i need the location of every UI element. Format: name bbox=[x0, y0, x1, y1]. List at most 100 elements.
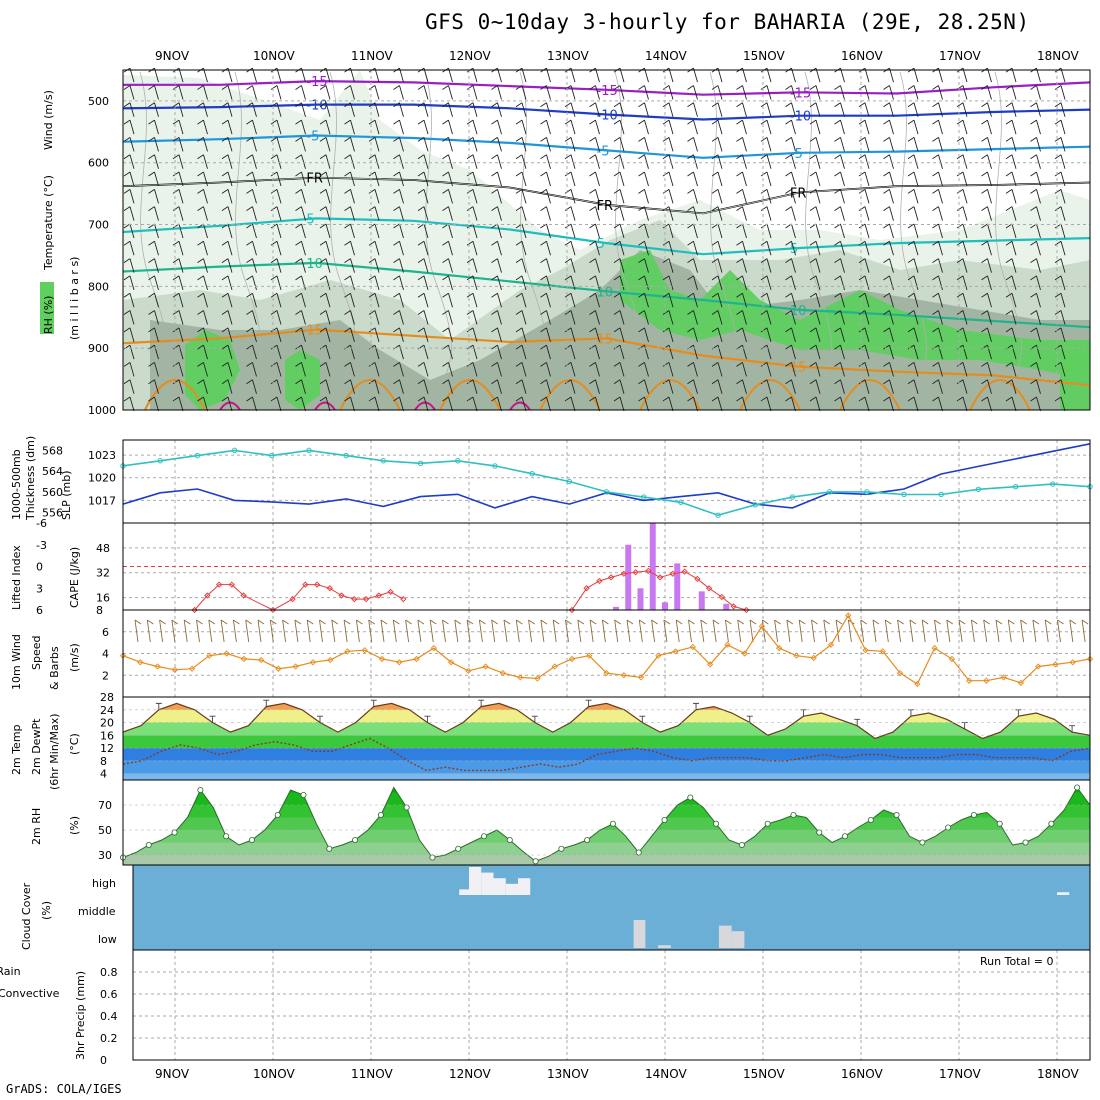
rh-point bbox=[687, 794, 694, 801]
wind-barb bbox=[148, 396, 159, 412]
wind-barb bbox=[564, 275, 576, 291]
wind-barb bbox=[417, 396, 429, 412]
wind-barb bbox=[491, 344, 502, 360]
wind-barb bbox=[687, 223, 698, 239]
wind-barb bbox=[148, 240, 159, 256]
wind-barb bbox=[638, 102, 649, 117]
wind-barb bbox=[809, 119, 821, 135]
wind-barb bbox=[687, 188, 698, 204]
wind-barb-10m bbox=[491, 619, 498, 643]
wind-barb bbox=[564, 188, 576, 204]
axis-label: (%) bbox=[68, 816, 81, 835]
wind-speed-point bbox=[845, 612, 852, 619]
y-tick-label-left: -3 bbox=[36, 539, 47, 552]
wind-barb bbox=[613, 137, 625, 152]
x-date-label-top: 18NOV bbox=[1037, 49, 1079, 63]
wind-barb bbox=[221, 344, 233, 360]
wind-barb bbox=[834, 171, 845, 187]
wind-barb bbox=[221, 119, 233, 135]
wind-barb bbox=[785, 102, 796, 117]
wind-barb bbox=[589, 206, 600, 221]
wind-barb bbox=[1005, 102, 1017, 117]
wind-barb bbox=[907, 154, 919, 169]
wind-barb bbox=[148, 362, 159, 377]
wind-speed-point bbox=[309, 659, 317, 666]
y-tick-label-left: 568 bbox=[42, 444, 63, 457]
rh-point bbox=[584, 837, 591, 844]
wind-barb bbox=[368, 85, 380, 100]
x-date-label-top: 14NOV bbox=[645, 49, 687, 63]
wind-barb-10m bbox=[675, 619, 683, 643]
rh-band bbox=[123, 830, 1090, 843]
li-point bbox=[289, 595, 296, 603]
wind-barb bbox=[981, 379, 992, 394]
wind-speed-point bbox=[1017, 679, 1025, 686]
temp-minmax-bar bbox=[585, 699, 592, 707]
temp-band bbox=[123, 709, 1090, 723]
y-tick-label: 16 bbox=[100, 729, 114, 742]
wind-barb bbox=[344, 292, 355, 308]
wind-barb bbox=[736, 310, 747, 325]
wind-barb bbox=[540, 292, 551, 308]
wind-barb bbox=[515, 258, 527, 273]
wind-barb bbox=[1005, 327, 1017, 342]
wind-barb bbox=[393, 327, 404, 342]
wind-barb bbox=[466, 258, 478, 273]
wind-barb bbox=[344, 206, 355, 221]
wind-barb bbox=[319, 327, 331, 342]
wind-barb bbox=[613, 258, 625, 273]
wind-barb bbox=[1005, 137, 1017, 152]
li-point bbox=[326, 585, 333, 592]
wind-barb bbox=[197, 240, 208, 256]
wind-barb bbox=[491, 171, 502, 187]
wind-barb bbox=[662, 240, 674, 256]
wind-speed-point bbox=[1035, 663, 1042, 670]
y-tick-label: 0 bbox=[100, 1054, 107, 1067]
wind-barb bbox=[564, 102, 576, 117]
wind-barb bbox=[981, 102, 992, 117]
wind-barb bbox=[589, 327, 600, 342]
slp-line bbox=[122, 443, 1091, 509]
wind-barb bbox=[246, 396, 257, 412]
wind-barb bbox=[883, 275, 894, 291]
wind-barb bbox=[319, 206, 331, 221]
wind-barb bbox=[417, 310, 429, 325]
wind-barb-10m bbox=[134, 619, 142, 643]
wind-barb bbox=[858, 137, 870, 152]
wind-barb bbox=[711, 85, 723, 100]
wind-barb bbox=[540, 240, 551, 256]
wind-barb bbox=[221, 85, 233, 100]
wind-barb bbox=[687, 171, 698, 187]
rh-point bbox=[816, 829, 823, 836]
rh-contour bbox=[234, 71, 262, 409]
wind-speed-point bbox=[171, 666, 178, 673]
wind-barb bbox=[1030, 258, 1041, 273]
wind-barb bbox=[564, 292, 576, 308]
rh-band bbox=[123, 817, 1090, 830]
x-date-label-top: 13NOV bbox=[547, 49, 589, 63]
wind-barb bbox=[564, 119, 576, 135]
wind-barb bbox=[613, 102, 625, 117]
wind-barb bbox=[197, 154, 208, 169]
wind-barb bbox=[736, 171, 747, 187]
isotherm-line bbox=[122, 134, 1091, 159]
wind-barb bbox=[221, 275, 233, 291]
cloud-background bbox=[133, 865, 1090, 950]
wind-barb-10m bbox=[232, 619, 240, 643]
wind-barb bbox=[564, 85, 576, 100]
wind-barb bbox=[246, 206, 257, 221]
wind-barb-10m bbox=[294, 619, 302, 643]
li-point bbox=[362, 595, 370, 603]
axis-label: 10m Wind bbox=[10, 634, 23, 690]
wind-barb bbox=[736, 396, 747, 412]
axis-label: 3hr Precip (mm) bbox=[74, 971, 87, 1060]
wind-barb bbox=[172, 102, 184, 117]
wind-speed-point bbox=[499, 669, 507, 677]
wind-barb bbox=[172, 154, 184, 169]
wind-barb bbox=[760, 206, 772, 221]
wind-barb bbox=[785, 310, 796, 325]
x-date-label-top: 15NOV bbox=[743, 49, 785, 63]
wind-barb bbox=[515, 396, 527, 412]
wind-barb bbox=[711, 396, 723, 412]
wind-barb bbox=[417, 240, 429, 256]
